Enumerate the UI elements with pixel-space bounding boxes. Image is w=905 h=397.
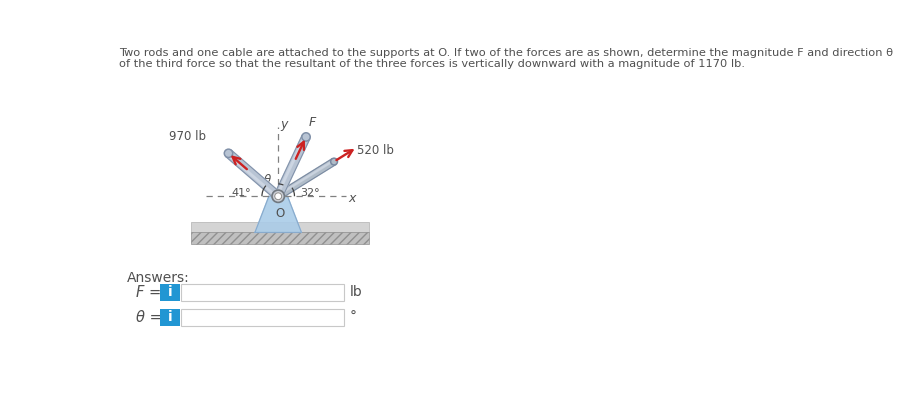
Text: Answers:: Answers: xyxy=(127,271,190,285)
Text: F: F xyxy=(309,116,316,129)
Circle shape xyxy=(303,134,309,140)
Text: i: i xyxy=(167,285,172,299)
Text: F =: F = xyxy=(137,285,162,300)
Bar xyxy=(191,222,369,232)
Polygon shape xyxy=(227,154,278,198)
FancyBboxPatch shape xyxy=(181,284,344,301)
Text: lb: lb xyxy=(349,285,362,299)
Text: θ: θ xyxy=(263,173,271,186)
Polygon shape xyxy=(276,159,336,199)
Polygon shape xyxy=(274,135,310,198)
Text: y: y xyxy=(281,118,288,131)
Text: 32°: 32° xyxy=(300,188,319,198)
Text: Two rods and one cable are attached to the supports at O. If two of the forces a: Two rods and one cable are attached to t… xyxy=(119,48,893,58)
Polygon shape xyxy=(276,136,306,196)
FancyBboxPatch shape xyxy=(159,309,180,326)
Text: x: x xyxy=(348,192,356,205)
Circle shape xyxy=(224,149,233,158)
Text: 41°: 41° xyxy=(232,188,251,198)
Text: of the third force so that the resultant of the three forces is vertically downw: of the third force so that the resultant… xyxy=(119,59,746,69)
FancyBboxPatch shape xyxy=(159,284,180,301)
Text: °: ° xyxy=(349,310,357,324)
Polygon shape xyxy=(255,196,301,232)
Polygon shape xyxy=(277,160,334,196)
Text: 520 lb: 520 lb xyxy=(357,144,394,156)
Text: θ =: θ = xyxy=(137,310,162,325)
Circle shape xyxy=(272,190,284,202)
Circle shape xyxy=(332,160,336,164)
Circle shape xyxy=(225,150,231,156)
Circle shape xyxy=(275,193,281,200)
Polygon shape xyxy=(225,150,281,199)
Bar xyxy=(191,232,369,244)
Circle shape xyxy=(301,133,310,141)
Text: 970 lb: 970 lb xyxy=(169,130,206,143)
Text: O: O xyxy=(275,207,284,220)
FancyBboxPatch shape xyxy=(181,309,344,326)
Circle shape xyxy=(330,158,338,165)
Text: i: i xyxy=(167,310,172,324)
